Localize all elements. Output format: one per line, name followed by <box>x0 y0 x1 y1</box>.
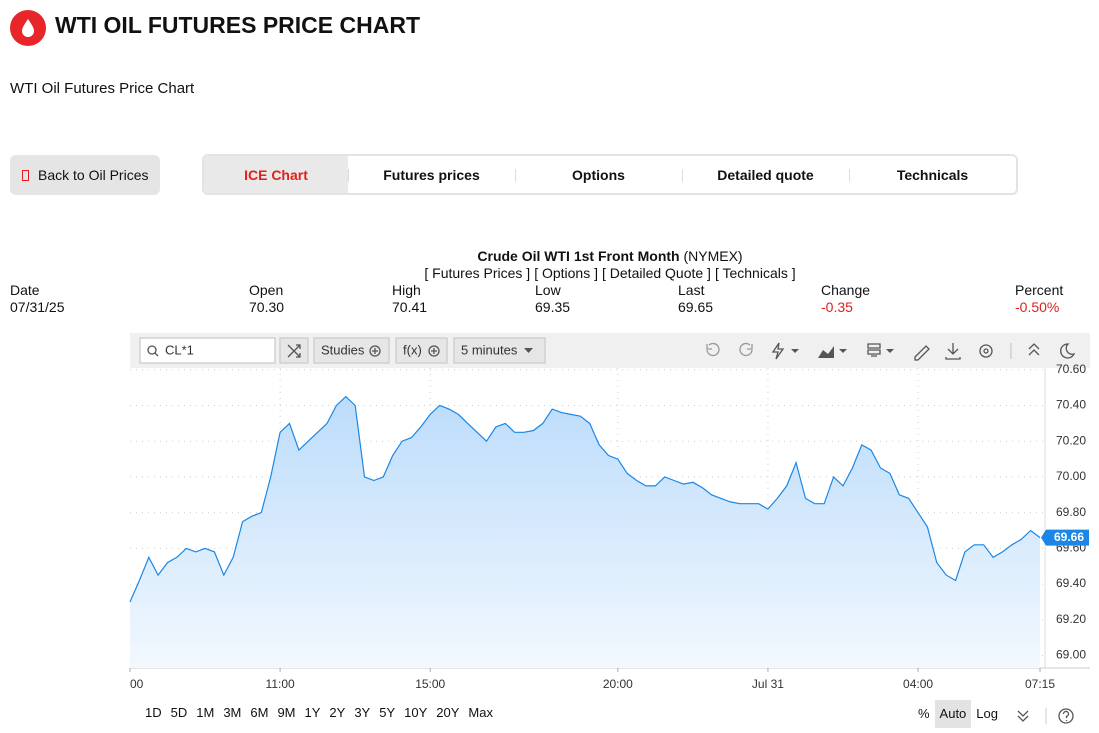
exchange: (NYMEX) <box>683 248 743 264</box>
last-price-label: 69.66 <box>1054 530 1084 544</box>
field-label: Percent <box>1015 282 1064 298</box>
quote-field: Last 69.65 <box>678 282 713 316</box>
layout[interactable] <box>867 343 881 357</box>
quote-link[interactable]: [ Futures Prices ] <box>424 265 531 281</box>
studies-text: Studies <box>321 342 365 357</box>
line <box>129 395 1041 603</box>
drawing-tool[interactable] <box>771 342 785 360</box>
collapse[interactable] <box>1028 343 1040 356</box>
tab[interactable]: Detailed quote <box>682 156 849 193</box>
settings[interactable] <box>979 344 993 358</box>
x-tick-label: 11:00 <box>266 677 295 691</box>
scale-option[interactable]: % <box>917 706 930 721</box>
draw[interactable] <box>914 345 930 361</box>
chart-style[interactable] <box>818 346 834 358</box>
period-button[interactable]: 5D <box>170 705 188 720</box>
period-button[interactable]: 1Y <box>304 705 321 720</box>
tab[interactable]: Options <box>515 156 682 193</box>
field-value: 69.65 <box>678 299 714 315</box>
field-label: Change <box>821 282 871 298</box>
quote-heading: Crude Oil WTI 1st Front Month (NYMEX) <box>0 248 1099 264</box>
toolbar-controls <box>139 337 1076 364</box>
area <box>130 396 1040 668</box>
y-tick-label: 69.40 <box>1056 576 1086 590</box>
period-button[interactable]: 9M <box>277 705 296 720</box>
period-button[interactable]: 1D <box>145 705 162 720</box>
quote-links: [ Futures Prices ][ Options ][ Detailed … <box>0 265 1099 281</box>
page-title: WTI OIL FUTURES PRICE CHART <box>55 12 421 38</box>
instrument-name: Crude Oil WTI 1st Front Month <box>477 248 680 264</box>
field-value: -0.50% <box>1015 299 1060 315</box>
logo <box>10 10 46 46</box>
quote-link[interactable]: [ Technicals ] <box>714 265 796 281</box>
quote-field: Percent -0.50% <box>1015 282 1063 316</box>
scale-selector: % Auto Log <box>913 700 1003 728</box>
y-tick-label: 69.00 <box>1056 648 1086 662</box>
y-tick-label: 70.60 <box>1056 362 1086 376</box>
period-button[interactable]: 3Y <box>354 705 371 720</box>
interval-text: 5 minutes <box>461 342 518 357</box>
x-tick-label: 15:00 <box>415 677 445 691</box>
help[interactable] <box>1058 708 1074 724</box>
x-tick-label: 00 <box>130 677 144 691</box>
field-label: Open <box>249 282 284 298</box>
y-tick-label: 70.20 <box>1056 433 1086 447</box>
symbol-search[interactable] <box>139 337 276 364</box>
chart: CL*1 Studies f(x) 5 minutes 69.00 69.20 69.40 6… <box>129 333 1090 691</box>
scale-option[interactable]: Auto <box>934 700 972 728</box>
back-label: Back to Oil Prices <box>38 167 149 183</box>
period-button[interactable]: 5Y <box>379 705 396 720</box>
x-tick-label: Jul 31 <box>752 677 784 691</box>
period-button[interactable]: 1M <box>196 705 215 720</box>
subtitle: WTI Oil Futures Price Chart <box>10 80 195 97</box>
y-tick-label: 69.80 <box>1056 505 1086 519</box>
quote-field: Open 70.30 <box>249 282 284 316</box>
quote-field: Change -0.35 <box>821 282 870 316</box>
y-tick-label: 69.20 <box>1056 612 1086 626</box>
x-tick-label: 20:00 <box>603 677 633 691</box>
period-button[interactable]: 2Y <box>329 705 346 720</box>
x-tick-label: 07:15 <box>1025 677 1055 691</box>
field-value: 70.30 <box>249 299 285 315</box>
field-value: 69.35 <box>535 299 571 315</box>
period-button[interactable]: Max <box>468 705 493 720</box>
tab[interactable]: Technicals <box>849 156 1016 193</box>
back-button[interactable]: Back to Oil Prices <box>10 155 160 195</box>
period-button[interactable]: 6M <box>250 705 269 720</box>
field-value: -0.35 <box>821 299 853 315</box>
footer-icons <box>1017 708 1074 724</box>
period-button[interactable]: 3M <box>223 705 242 720</box>
x-tick-label: 04:00 <box>903 677 933 691</box>
field-label: Low <box>535 282 561 298</box>
quote-field: High 70.41 <box>392 282 427 316</box>
field-value: 70.41 <box>392 299 428 315</box>
quote-field: Date 07/31/25 <box>10 282 65 316</box>
quote-link[interactable]: [ Detailed Quote ] <box>602 265 711 281</box>
tab-bar: ICE Chart Futures prices Options Detailed q… <box>202 154 1018 195</box>
theme-toggle[interactable] <box>1060 343 1076 359</box>
scale-option[interactable]: Log <box>976 706 998 721</box>
quote-link[interactable]: [ Options ] <box>534 265 598 281</box>
field-value: 07/31/25 <box>10 299 65 315</box>
quote-field: Low 69.35 <box>535 282 570 316</box>
download[interactable] <box>945 343 961 360</box>
tab[interactable]: Futures prices <box>348 156 515 193</box>
field-label: Last <box>678 282 705 298</box>
tab[interactable]: ICE Chart <box>204 156 348 193</box>
symbol-text: CL*1 <box>165 342 194 357</box>
period-button[interactable]: 20Y <box>436 705 460 720</box>
expand[interactable] <box>1017 710 1029 722</box>
field-label: High <box>392 282 421 298</box>
period-selector: 1D 5D 1M 3M 6M 9M 1Y 2Y 3Y 5Y 10Y 20Y Max <box>145 705 493 720</box>
field-label: Date <box>10 282 40 298</box>
last-price-tag <box>1041 529 1089 546</box>
period-button[interactable]: 10Y <box>404 705 428 720</box>
y-tick-label: 70.00 <box>1056 469 1086 483</box>
fx-text: f(x) <box>403 342 422 357</box>
y-tick-label: 70.40 <box>1056 398 1086 412</box>
